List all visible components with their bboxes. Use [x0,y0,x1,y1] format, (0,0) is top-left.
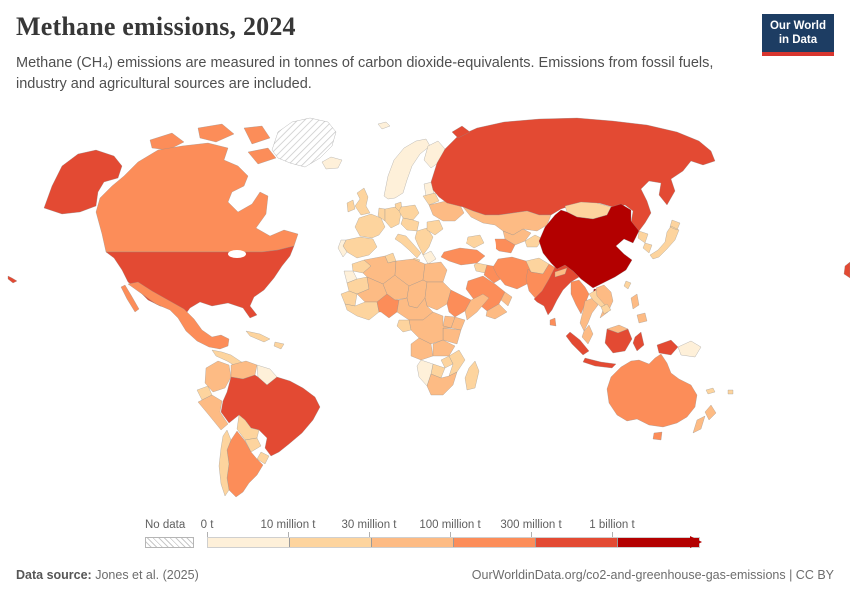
region-somalia[interactable] [464,293,490,321]
owid-logo[interactable]: Our World in Data [761,14,834,56]
region-portugal[interactable] [337,239,348,258]
legend-tickmark [288,532,289,538]
legend-tickmark [531,532,532,538]
region-svalbard[interactable] [377,121,391,130]
legend-bin-10-30m[interactable] [289,538,371,547]
region-drc[interactable] [408,311,452,345]
legend-bin-300m-1b[interactable] [535,538,617,547]
region-chukotka-wrap[interactable] [843,261,850,279]
region-congo-gabon[interactable] [396,319,412,333]
region-norway-sweden[interactable] [383,138,431,200]
region-spain[interactable] [342,236,378,259]
owid-logo-line1: Our World [769,20,826,32]
footer-link[interactable]: OurWorldinData.org/co2-and-greenhouse-ga… [471,568,834,582]
legend-color-bar [207,537,700,548]
legend-no-data-swatch[interactable] [145,537,194,548]
caspian-sea [484,234,496,260]
region-cambodia[interactable] [600,303,612,315]
region-australia[interactable] [606,353,698,428]
region-south-korea[interactable] [642,242,653,254]
legend-tickmark [369,532,370,538]
region-canada-arctic[interactable] [149,123,277,165]
region-philippines[interactable] [630,293,648,324]
region-cameroon-car[interactable] [396,297,434,321]
region-central-europe[interactable] [400,217,420,232]
region-caucasus[interactable] [465,234,485,249]
legend-tick-0: 0 t [200,519,214,531]
region-new-caledonia[interactable] [705,387,716,395]
region-uruguay[interactable] [256,451,270,465]
legend-tick-4: 300 million t [500,519,562,531]
page-title: Methane emissions, 2024 [16,12,296,41]
region-yemen[interactable] [485,303,508,320]
data-source: Data source: Jones et al. (2025) [16,568,199,582]
region-taiwan[interactable] [623,280,632,290]
region-nepal[interactable] [554,267,568,278]
region-oman[interactable] [500,291,513,307]
region-tasmania[interactable] [652,431,663,441]
region-new-zealand[interactable] [692,404,717,434]
legend-bin-100-300m[interactable] [453,538,535,547]
region-peru[interactable] [197,394,229,431]
legend-tick-1: 10 million t [260,519,316,531]
data-source-label: Data source: [16,568,92,582]
legend-no-data-label: No data [145,519,186,531]
region-japan[interactable] [649,219,681,260]
region-greece[interactable] [422,250,437,265]
legend-arrow-tip [690,536,702,548]
region-north-korea[interactable] [637,230,649,244]
region-belarus[interactable] [422,192,440,206]
region-greenland[interactable] [271,117,337,168]
region-iran[interactable] [492,256,534,290]
region-cuba[interactable] [245,330,271,343]
region-indonesia[interactable] [565,328,679,369]
legend-bin-30-100m[interactable] [371,538,453,547]
chart-subtitle: Methane (CH₄) emissions are measured in … [16,55,714,93]
region-poland[interactable] [398,204,420,221]
owid-logo-line2: in Data [778,34,818,47]
region-brazil[interactable] [220,374,321,457]
region-ireland[interactable] [346,199,356,213]
legend-tickmark [450,532,451,538]
region-novaya-zemlya[interactable] [451,125,471,139]
region-sudan[interactable] [424,281,452,311]
region-hispaniola[interactable] [273,341,285,350]
region-china[interactable] [538,203,640,289]
region-france[interactable] [354,213,386,239]
legend-tickmark [612,532,613,538]
region-levant[interactable] [473,262,488,274]
region-south-africa[interactable] [426,371,458,396]
legend-bin-0-10m[interactable] [208,538,289,547]
region-germany[interactable] [384,206,402,229]
legend-tickmark [207,532,208,538]
region-egypt[interactable] [422,261,448,283]
legend-tick-5: 1 billion t [589,519,635,531]
region-united-kingdom[interactable] [354,187,371,216]
world-choropleth-map [7,117,850,498]
region-canada[interactable] [95,142,299,253]
legend-bin-1b-plus[interactable] [617,538,699,547]
region-alaska[interactable] [43,149,123,215]
black-sea [445,233,467,247]
region-turkey[interactable] [440,247,486,266]
region-bolivia[interactable] [236,414,260,441]
region-chile[interactable] [218,429,232,497]
region-sri-lanka[interactable] [549,317,557,327]
region-romania[interactable] [426,219,444,236]
region-zimbabwe[interactable] [440,355,454,369]
region-papua-new-guinea[interactable] [677,340,702,358]
region-mexico[interactable] [120,281,230,350]
region-hawaii[interactable] [7,275,18,284]
data-source-value: Jones et al. (2025) [91,568,199,582]
region-niger[interactable] [382,274,410,301]
region-fiji[interactable] [727,389,734,395]
legend-tick-3: 100 million t [419,519,481,531]
great-lakes [228,250,246,258]
region-iceland[interactable] [321,156,343,170]
region-madagascar[interactable] [464,360,480,391]
region-colombia[interactable] [204,360,232,393]
legend-tick-2: 30 million t [341,519,397,531]
region-senegal-guinea[interactable] [340,290,358,307]
